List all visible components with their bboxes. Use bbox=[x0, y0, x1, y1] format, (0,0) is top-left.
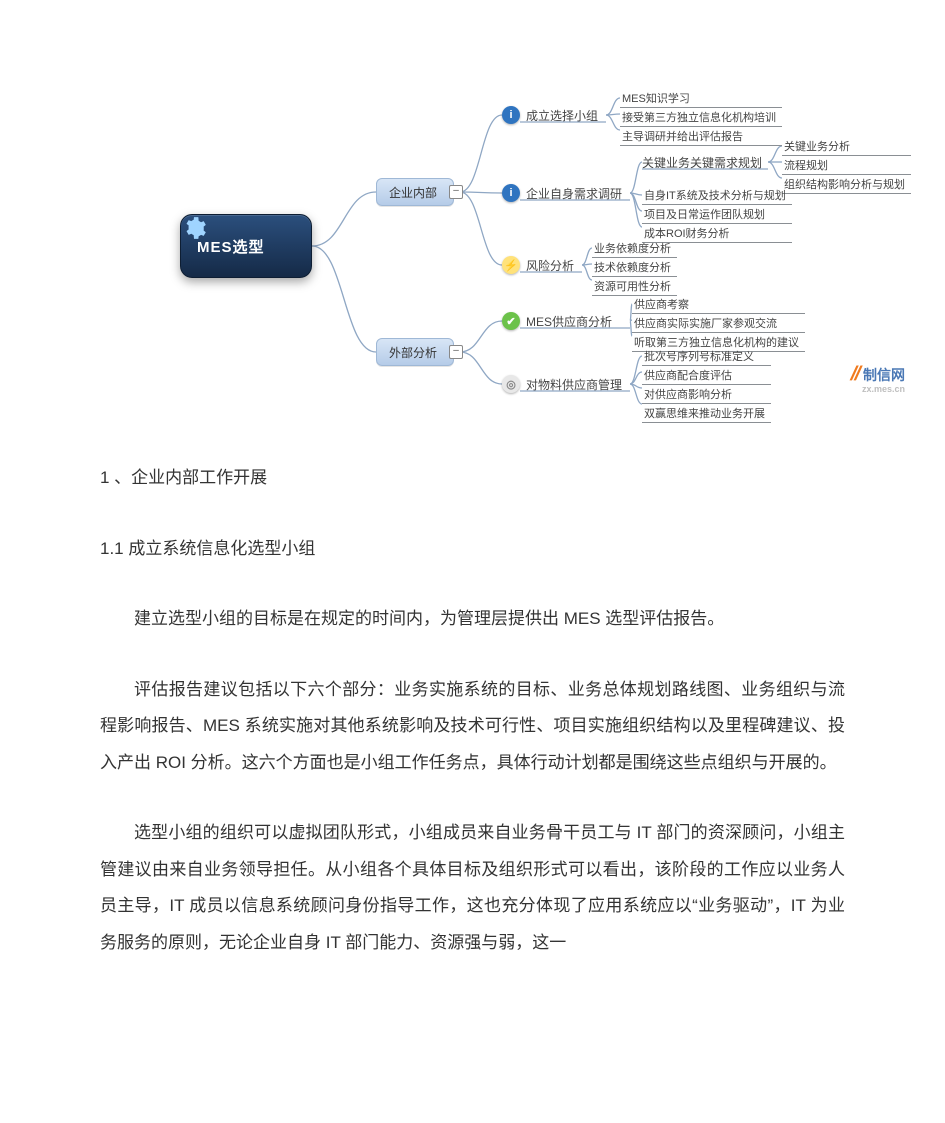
info-icon: i bbox=[502, 184, 520, 202]
mindmap-root-node: MES选型 bbox=[180, 214, 312, 278]
mindmap-leaf: 关键业务分析 bbox=[782, 138, 911, 156]
document-page: MES选型 企业内部–i成立选择小组MES知识学习接受第三方独立信息化机构培训主… bbox=[0, 0, 945, 1123]
paragraph: 建立选型小组的目标是在规定的时间内，为管理层提供出 MES 选型评估报告。 bbox=[100, 601, 845, 638]
mindmap-leaf: 技术依赖度分析 bbox=[592, 259, 677, 277]
mindmap-leaf: 对供应商影响分析 bbox=[642, 386, 771, 404]
mindmap-sub-label: MES供应商分析 bbox=[526, 313, 612, 330]
mindmap: MES选型 企业内部–i成立选择小组MES知识学习接受第三方独立信息化机构培训主… bbox=[180, 90, 925, 420]
mindmap-leaf: 接受第三方独立信息化机构培训 bbox=[620, 109, 782, 127]
mindmap-leaf: 组织结构影响分析与规划 bbox=[782, 176, 911, 194]
mindmap-leaf: 资源可用性分析 bbox=[592, 278, 677, 296]
section-heading-1-1: 1.1 成立系统信息化选型小组 bbox=[100, 531, 845, 568]
paragraph: 选型小组的组织可以虚拟团队形式，小组成员来自业务骨干员工与 IT 部门的资深顾问… bbox=[100, 815, 845, 961]
watermark: // 制信网 zx.mes.cn bbox=[852, 363, 905, 394]
mindmap-leaf: 项目及日常运作团队规划 bbox=[642, 206, 792, 224]
mindmap-branch-label: 外部分析 bbox=[389, 344, 437, 361]
mindmap-leaf: 供应商配合度评估 bbox=[642, 367, 771, 385]
watermark-text: 制信网 bbox=[863, 367, 905, 383]
bolt-icon: ⚡ bbox=[502, 256, 520, 274]
mindmap-leaf: MES知识学习 bbox=[620, 90, 782, 108]
section-heading-1: 1 、企业内部工作开展 bbox=[100, 460, 845, 497]
mindmap-leaf: 主导调研并给出评估报告 bbox=[620, 128, 782, 146]
mindmap-leaf: 流程规划 bbox=[782, 157, 911, 175]
mindmap-leaf: 供应商实际实施厂家参观交流 bbox=[632, 315, 805, 333]
mindmap-branch-label: 企业内部 bbox=[389, 184, 437, 201]
mindmap-leaf: 自身IT系统及技术分析与规划 bbox=[642, 187, 792, 205]
mindmap-branch-internal: 企业内部– bbox=[376, 178, 454, 206]
mindmap-sub-label: 风险分析 bbox=[526, 257, 574, 274]
mindmap-sub-label: 对物料供应商管理 bbox=[526, 376, 622, 393]
mindmap-leaf: 双赢思维来推动业务开展 bbox=[642, 405, 771, 423]
mindmap-branch-external: 外部分析– bbox=[376, 338, 454, 366]
mindmap-root-label: MES选型 bbox=[197, 236, 265, 257]
document-body: 1 、企业内部工作开展 1.1 成立系统信息化选型小组 建立选型小组的目标是在规… bbox=[100, 460, 845, 961]
mindmap-sub-label: 关键业务关键需求规划 bbox=[642, 154, 762, 171]
mindmap-leaf: 供应商考察 bbox=[632, 296, 805, 314]
check-icon: ✔ bbox=[502, 312, 520, 330]
mindmap-sub-label: 成立选择小组 bbox=[526, 107, 598, 124]
mindmap-leaf: 批次号序列号标准定义 bbox=[642, 348, 771, 366]
mindmap-leaf: 业务依赖度分析 bbox=[592, 240, 677, 258]
paragraph: 评估报告建议包括以下六个部分：业务实施系统的目标、业务总体规划路线图、业务组织与… bbox=[100, 672, 845, 782]
collapse-icon[interactable]: – bbox=[449, 185, 463, 199]
watermark-sub: zx.mes.cn bbox=[852, 384, 905, 394]
target-icon: ◎ bbox=[502, 375, 520, 393]
collapse-icon[interactable]: – bbox=[449, 345, 463, 359]
info-icon: i bbox=[502, 106, 520, 124]
mindmap-sub-label: 企业自身需求调研 bbox=[526, 185, 622, 202]
